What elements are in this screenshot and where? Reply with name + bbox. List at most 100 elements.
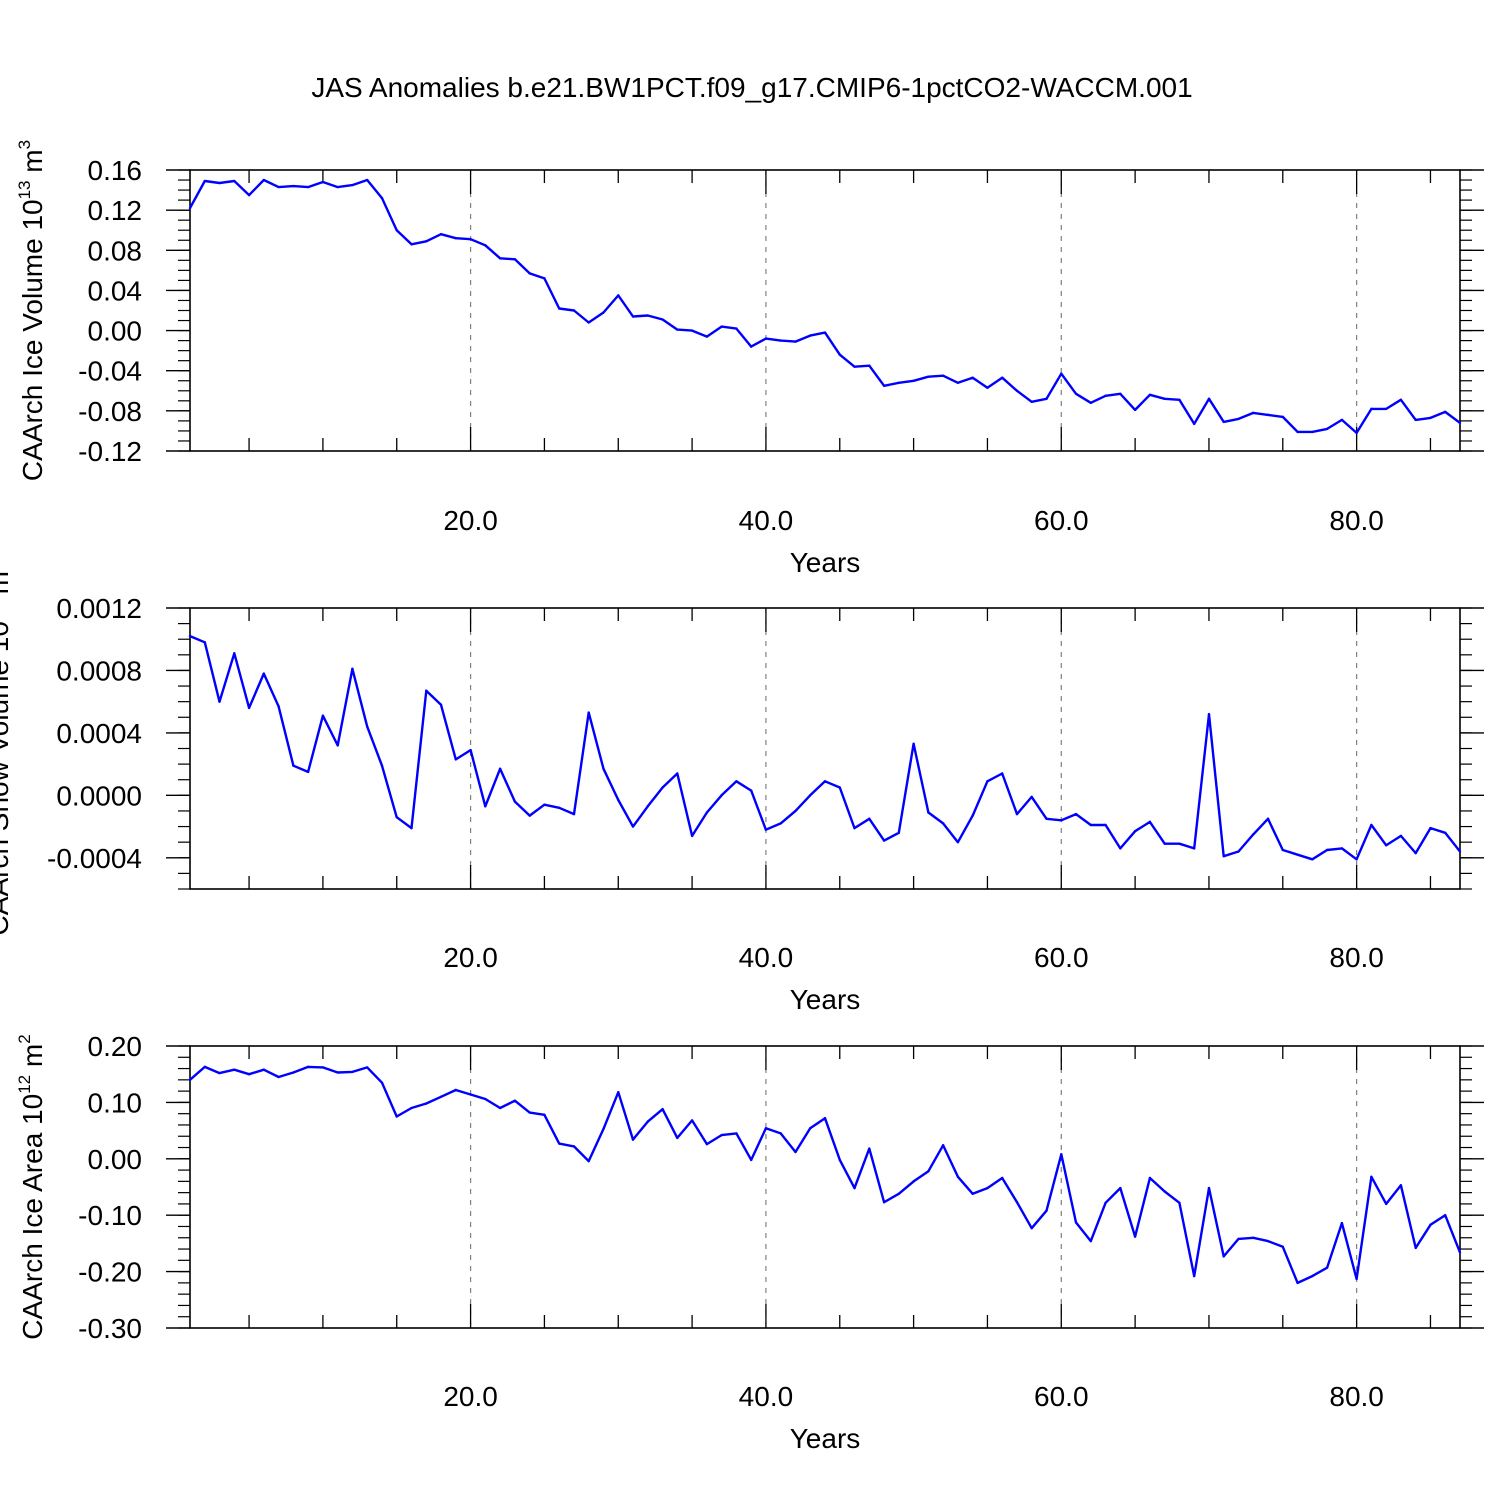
data-point bbox=[1414, 418, 1417, 422]
data-point bbox=[262, 178, 266, 182]
data-point bbox=[823, 1116, 827, 1120]
data-point bbox=[853, 365, 856, 368]
data-point bbox=[262, 1068, 266, 1071]
data-point bbox=[498, 1106, 502, 1110]
x-tick-label: 20.0 bbox=[443, 942, 498, 973]
data-point bbox=[749, 789, 753, 792]
data-point bbox=[1015, 389, 1019, 392]
data-point bbox=[425, 689, 428, 692]
data-point bbox=[602, 1127, 605, 1131]
data-point bbox=[1133, 830, 1137, 833]
data-point bbox=[1074, 1221, 1078, 1224]
data-point bbox=[1104, 823, 1107, 827]
data-point bbox=[306, 1065, 310, 1069]
data-point bbox=[1192, 1274, 1196, 1278]
y-tick-label: -0.30 bbox=[78, 1313, 142, 1344]
data-point bbox=[1325, 427, 1329, 431]
data-point bbox=[1266, 413, 1270, 417]
data-point bbox=[1355, 431, 1358, 435]
data-point bbox=[1237, 850, 1240, 853]
series-line bbox=[188, 178, 1461, 435]
data-point bbox=[366, 1066, 369, 1069]
data-point bbox=[262, 672, 266, 675]
data-point bbox=[1060, 819, 1063, 822]
data-point bbox=[1384, 1202, 1388, 1206]
data-point bbox=[1104, 394, 1107, 398]
data-point bbox=[336, 1071, 339, 1074]
data-point bbox=[705, 1142, 709, 1146]
data-point bbox=[1222, 1255, 1225, 1258]
panel-1: -0.12 -0.08 -0.04 0.00 0.04 0.08 0.12 0.16 20.0 4… bbox=[15, 140, 1484, 578]
data-point bbox=[1192, 422, 1196, 426]
plot-frame bbox=[189, 607, 1461, 890]
data-point bbox=[809, 794, 812, 797]
data-point bbox=[306, 770, 310, 774]
data-point bbox=[351, 667, 354, 671]
data-point bbox=[956, 1175, 960, 1179]
data-point bbox=[351, 1070, 354, 1074]
data-point bbox=[203, 1065, 206, 1069]
data-point bbox=[764, 828, 768, 831]
data-point bbox=[366, 178, 369, 182]
data-point bbox=[1001, 376, 1004, 379]
data-point bbox=[484, 244, 487, 247]
data-point bbox=[543, 277, 546, 280]
data-point bbox=[1207, 712, 1211, 716]
data-point bbox=[1222, 855, 1225, 858]
data-point bbox=[513, 800, 517, 803]
x-axis-label: Years bbox=[790, 984, 861, 1015]
x-tick-label: 60.0 bbox=[1034, 942, 1089, 973]
data-point bbox=[705, 335, 709, 338]
data-point bbox=[1355, 858, 1358, 861]
data-point bbox=[380, 196, 384, 200]
data-point bbox=[779, 822, 782, 825]
data-point bbox=[617, 1091, 620, 1094]
x-tick-label: 40.0 bbox=[739, 942, 794, 973]
data-point bbox=[838, 786, 841, 789]
data-point bbox=[1370, 1175, 1373, 1179]
data-point bbox=[247, 1073, 251, 1076]
data-point bbox=[1414, 851, 1417, 855]
data-point bbox=[247, 193, 251, 197]
data-point bbox=[794, 1150, 797, 1154]
data-point bbox=[1133, 1235, 1137, 1238]
x-tick-label: 40.0 bbox=[739, 505, 794, 536]
data-point bbox=[1429, 416, 1432, 420]
data-point bbox=[602, 767, 605, 770]
data-point bbox=[735, 780, 738, 783]
data-point bbox=[1281, 1245, 1284, 1248]
data-point bbox=[498, 767, 502, 770]
data-point bbox=[617, 798, 620, 802]
data-point bbox=[1089, 401, 1093, 405]
data-point bbox=[1222, 420, 1225, 424]
data-point bbox=[1045, 397, 1048, 401]
data-point bbox=[676, 328, 679, 331]
panel-3: -0.30 -0.20 -0.10 0.00 0.10 0.20 20.0 40.0 60.0 8… bbox=[15, 1031, 1484, 1454]
y-tick-label: -0.12 bbox=[78, 436, 142, 467]
data-point bbox=[1060, 1153, 1063, 1156]
data-point bbox=[277, 1075, 280, 1079]
x-axis-label: Years bbox=[790, 1423, 861, 1454]
data-point bbox=[897, 831, 901, 834]
y-tick-label: 0.04 bbox=[88, 275, 143, 306]
data-point bbox=[868, 817, 871, 820]
data-point bbox=[1119, 847, 1122, 850]
y-axis-label: CAArch Ice Volume 1013 m3 bbox=[15, 140, 48, 481]
data-point bbox=[720, 794, 723, 797]
data-point bbox=[277, 705, 280, 708]
data-point bbox=[631, 825, 635, 828]
y-tick-label: 0.0000 bbox=[56, 780, 142, 811]
data-point bbox=[321, 1066, 325, 1069]
data-point bbox=[986, 386, 989, 389]
data-point bbox=[247, 706, 251, 710]
y-tick-label: 0.0012 bbox=[56, 593, 142, 624]
data-point bbox=[690, 329, 694, 332]
data-point bbox=[1384, 844, 1388, 847]
data-point bbox=[838, 1158, 841, 1162]
data-point bbox=[1089, 823, 1093, 827]
data-point bbox=[557, 806, 561, 810]
data-point bbox=[218, 700, 221, 703]
data-point bbox=[1148, 393, 1152, 396]
y-tick-label: 0.08 bbox=[88, 235, 143, 266]
data-point bbox=[380, 764, 384, 767]
